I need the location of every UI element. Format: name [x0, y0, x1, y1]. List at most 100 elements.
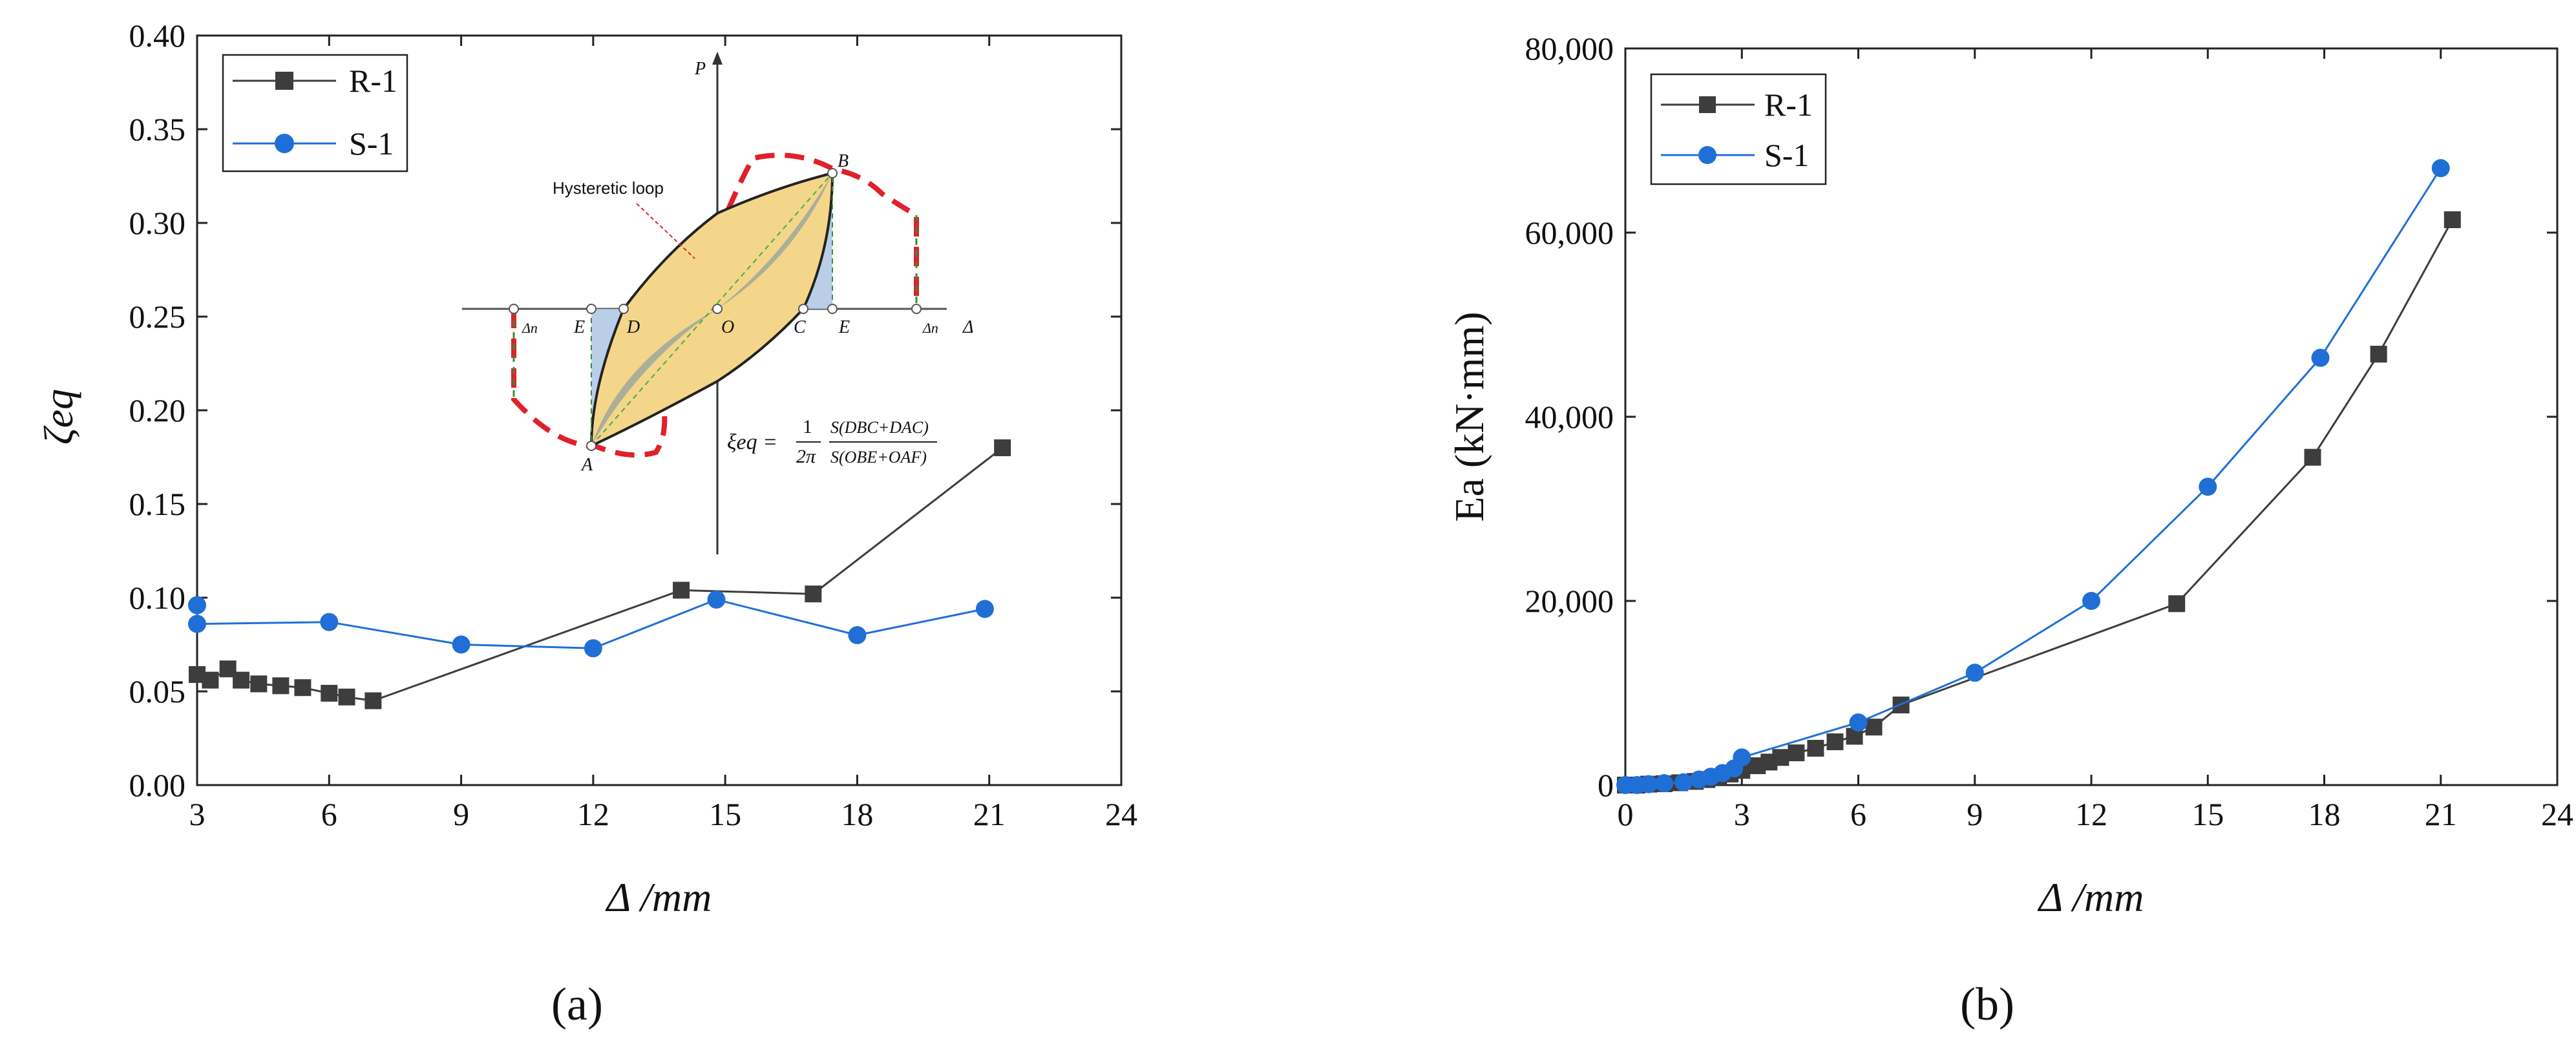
inset-point-a	[586, 441, 596, 451]
x-tick-label: 9	[1967, 796, 1983, 832]
y-tick-label: 0.00	[129, 767, 186, 803]
inset-p-arrow-icon	[712, 52, 723, 65]
x-tick-label: 18	[841, 796, 873, 832]
data-point-r-1	[233, 671, 250, 689]
legend-frame-b	[1650, 73, 1827, 185]
chart-panel-a: 0.00 0.05 0.10 0.15 0.20 0.25 0.30 0.35 0.40 3 6 9…	[36, 17, 1137, 1030]
data-point-r-1	[1826, 733, 1844, 751]
inset-label-delta-right: Δn	[922, 320, 938, 336]
data-point-r-1	[673, 582, 690, 599]
legend-a-s1-label: S-1	[349, 125, 394, 162]
series-line-r-1	[1625, 219, 2454, 786]
inset-point-labels: Δn E D O C E E Δn A B	[522, 151, 938, 475]
legend-a-r1-label: R-1	[349, 63, 397, 99]
inset-formula: ξeq = 1 2π S(DBC+DAC) S(OBE+OAF)	[727, 416, 937, 467]
data-point-s-1	[452, 635, 470, 654]
inset-leader-line	[636, 203, 695, 259]
data-point-s-1	[2199, 478, 2217, 496]
y-tick-label: 0.30	[129, 205, 186, 241]
data-point-r-1	[202, 671, 219, 689]
panel-label-a: (a)	[551, 978, 603, 1030]
y-tick-label: 40,000	[1525, 399, 1614, 435]
y-tick-label: 60,000	[1525, 215, 1614, 251]
x-tick-label: 21	[2425, 796, 2457, 832]
legend-a: R-1 S-1	[222, 54, 408, 173]
legend-b-r1-label: R-1	[1764, 87, 1813, 123]
y-axis-title-b: Ea (kN·mm)	[1446, 311, 1492, 521]
data-point-s-1	[188, 614, 206, 633]
data-point-r-1	[1807, 740, 1824, 757]
y-tick-label: 80,000	[1525, 30, 1614, 67]
y-tick-labels-a: 0.00 0.05 0.10 0.15 0.20 0.25 0.30 0.35 0.40	[129, 17, 186, 803]
legend-b-s1-label: S-1	[1764, 137, 1809, 173]
data-point-r-1	[272, 677, 290, 695]
x-tick-label: 15	[709, 796, 741, 832]
data-point-r-1	[805, 585, 822, 603]
x-tick-label: 21	[973, 796, 1006, 832]
inset-delta-label: Δ	[962, 317, 973, 337]
inset-point-delta-right	[911, 304, 922, 314]
inset-point-b	[827, 168, 838, 178]
y-tick-label: 0.05	[129, 673, 186, 709]
x-tick-label: 6	[321, 796, 337, 832]
data-point-s-1	[1965, 664, 1984, 682]
data-point-r-1	[2370, 346, 2387, 363]
x-tick-label: 18	[2308, 796, 2341, 832]
x-tick-label: 15	[2191, 796, 2224, 832]
inset-points	[509, 168, 922, 451]
inset-label-f: E	[573, 317, 585, 337]
data-point-r-1	[294, 679, 311, 697]
inset-label-a: A	[580, 455, 593, 475]
y-tick-label: 20,000	[1525, 583, 1614, 619]
legend-b-r1-marker	[1699, 96, 1716, 113]
data-point-s-1	[707, 590, 726, 609]
y-tick-label: 0.25	[129, 299, 186, 335]
panel-label-b: (b)	[1960, 978, 2014, 1030]
y-tick-label: 0.40	[129, 17, 186, 54]
data-point-r-1	[2168, 595, 2186, 613]
y-axis-title-a: ζeq	[36, 389, 81, 445]
chart-panel-b: 0 20,000 40,000 60,000 80,000 0 3 6 9 12 15 18 21 24…	[1446, 30, 2573, 1030]
y-tick-labels-b: 0 20,000 40,000 60,000 80,000	[1525, 30, 1614, 803]
data-point-r-1	[1772, 749, 1789, 766]
data-point-s-1	[1674, 773, 1693, 792]
x-axis-title-a: Δ /mm	[605, 874, 712, 920]
inset-formula-coef-num: 1	[803, 416, 812, 437]
x-tick-label: 3	[1734, 796, 1750, 832]
y-tick-label: 0	[1598, 767, 1614, 803]
x-tick-labels-b: 0 3 6 9 12 15 18 21 24	[1618, 796, 2574, 832]
inset-title: Hysteretic loop	[553, 178, 664, 198]
y-tick-label: 0.10	[129, 580, 186, 616]
inset-label-o: O	[721, 317, 734, 337]
data-point-r-1	[1788, 744, 1805, 762]
series-line-s-1	[196, 598, 986, 649]
x-tick-label: 3	[189, 796, 206, 832]
inset-diagonal-ab	[591, 173, 833, 446]
data-point-r-1	[338, 688, 355, 706]
data-point-r-1	[994, 439, 1011, 456]
inset-formula-num: S(DBC+DAC)	[830, 418, 929, 437]
legend-a-s1-marker	[275, 134, 294, 153]
data-point-s-1	[584, 639, 602, 658]
inset-hysteretic-loop: P Δ Hysteretic loop	[456, 52, 976, 554]
series-layer-a	[188, 439, 1011, 709]
data-point-r-1	[2304, 448, 2321, 466]
x-tick-label: 24	[1105, 796, 1137, 832]
legend-b: R-1 S-1	[1650, 73, 1827, 185]
data-point-s-1	[320, 613, 339, 631]
data-point-s-1	[1733, 748, 1751, 767]
inset-point-f	[586, 304, 596, 314]
inset-label-d: D	[626, 317, 640, 337]
inset-formula-den: S(OBE+OAF)	[830, 448, 927, 467]
data-point-s-1	[1849, 713, 1868, 732]
legend-b-s1-marker	[1698, 146, 1716, 164]
data-point-r-1	[1865, 719, 1883, 736]
x-tick-label: 6	[1850, 796, 1866, 832]
x-tick-label: 12	[2075, 796, 2107, 832]
data-point-s-1	[1640, 775, 1658, 793]
y-tick-label: 0.35	[129, 111, 186, 147]
x-tick-label: 9	[453, 796, 469, 832]
inset-point-d	[618, 304, 629, 314]
inset-formula-coef-den: 2π	[796, 446, 816, 467]
